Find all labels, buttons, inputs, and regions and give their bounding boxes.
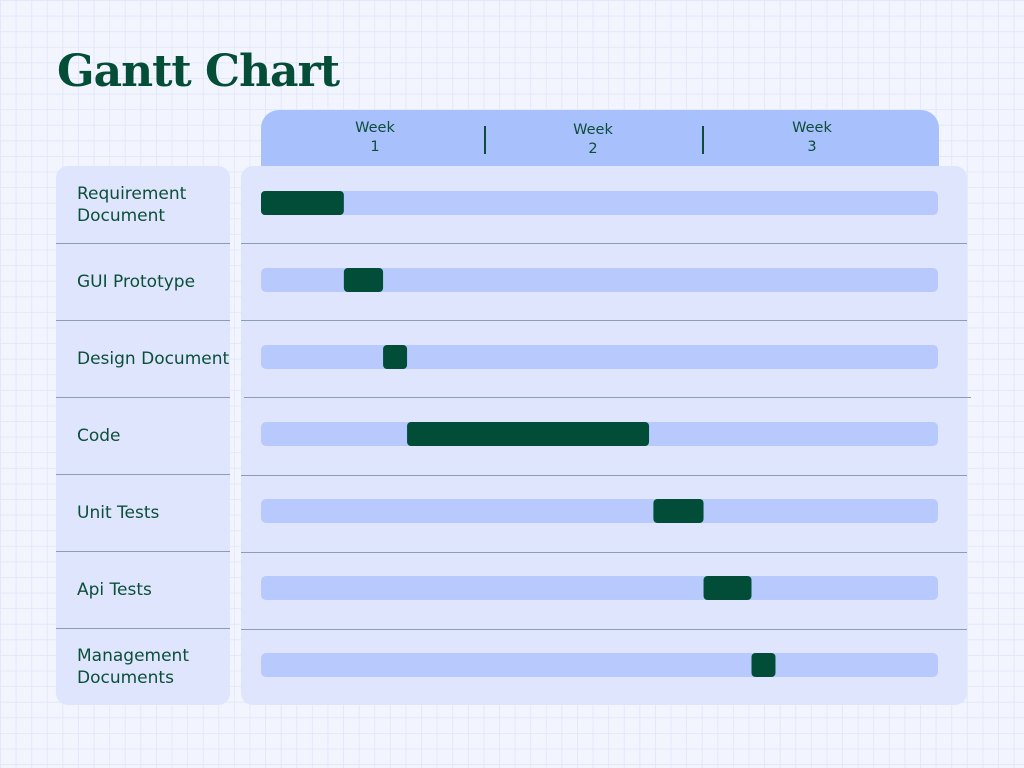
- week-2-label: Week 2: [533, 121, 653, 159]
- week-separator-1: [484, 126, 486, 154]
- label-divider: [56, 243, 230, 244]
- task-bar-code: [407, 422, 650, 446]
- task-bar-requirement-document: [261, 191, 344, 215]
- row-divider: [241, 320, 967, 321]
- week-2-number: 2: [588, 141, 598, 157]
- label-divider: [56, 628, 230, 629]
- row-divider: [244, 397, 971, 398]
- row-divider: [241, 243, 967, 244]
- task-label-unit-tests: Unit Tests: [77, 502, 160, 523]
- week-1-number: 1: [370, 139, 380, 155]
- label-divider: [56, 320, 230, 321]
- task-bar-management-documents: [751, 653, 776, 677]
- week-3-number: 3: [807, 139, 817, 155]
- task-label-requirement-document: Requirement Document: [77, 183, 187, 226]
- track-unit-tests: [261, 499, 938, 523]
- chart-title: Gantt Chart: [57, 46, 340, 97]
- track-gui-prototype: [261, 268, 938, 292]
- task-bar-design-document: [383, 345, 408, 369]
- row-divider: [241, 552, 967, 553]
- row-divider: [241, 629, 967, 630]
- task-label-design-document: Design Document: [77, 348, 230, 369]
- task-label-code: Code: [77, 425, 121, 446]
- track-design-document: [261, 345, 938, 369]
- track-api-tests: [261, 576, 938, 600]
- week-1-label: Week 1: [315, 119, 435, 157]
- track-requirement-document: [261, 191, 938, 215]
- gantt-bars-svg: [261, 191, 938, 677]
- track-management-documents: [261, 653, 938, 677]
- task-label-api-tests: Api Tests: [77, 579, 152, 600]
- task-bar-unit-tests: [653, 499, 704, 523]
- week-3-word: Week: [792, 120, 832, 136]
- label-divider: [56, 551, 230, 552]
- task-bar-api-tests: [703, 576, 752, 600]
- week-3-label: Week 3: [752, 119, 872, 157]
- week-header: Week 1 Week 2 Week 3: [261, 110, 939, 168]
- week-1-word: Week: [355, 120, 395, 136]
- week-2-word: Week: [573, 122, 613, 138]
- row-divider: [241, 475, 967, 476]
- label-divider: [56, 397, 230, 398]
- task-label-gui-prototype: GUI Prototype: [77, 271, 196, 292]
- label-divider: [56, 474, 230, 475]
- task-label-panel: Requirement Document GUI Prototype Desig…: [56, 166, 230, 705]
- task-label-management-documents: Management Documents: [77, 645, 189, 688]
- week-separator-2: [702, 126, 704, 154]
- task-bar-gui-prototype: [343, 268, 384, 292]
- gantt-chart-panel: [241, 166, 971, 705]
